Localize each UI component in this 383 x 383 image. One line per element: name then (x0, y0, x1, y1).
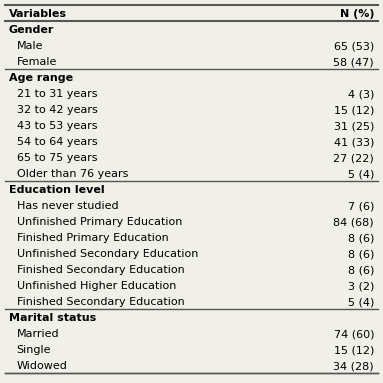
Text: Married: Married (16, 329, 59, 339)
Text: 8 (6): 8 (6) (348, 249, 374, 259)
Text: 54 to 64 years: 54 to 64 years (16, 137, 97, 147)
Text: Female: Female (16, 57, 57, 67)
Text: 34 (28): 34 (28) (333, 361, 374, 371)
Text: Unfinished Higher Education: Unfinished Higher Education (16, 282, 176, 291)
Text: 4 (3): 4 (3) (348, 89, 374, 100)
Text: Marital status: Marital status (9, 313, 96, 323)
Text: Gender: Gender (9, 25, 54, 36)
Text: 27 (22): 27 (22) (333, 154, 374, 164)
Text: 84 (68): 84 (68) (333, 218, 374, 228)
Text: Has never studied: Has never studied (16, 201, 118, 211)
Text: Age range: Age range (9, 74, 73, 83)
Text: 32 to 42 years: 32 to 42 years (16, 105, 97, 115)
Text: 21 to 31 years: 21 to 31 years (16, 89, 97, 100)
Text: 65 to 75 years: 65 to 75 years (16, 154, 97, 164)
Text: Single: Single (16, 345, 51, 355)
Text: 74 (60): 74 (60) (334, 329, 374, 339)
Text: Finished Secondary Education: Finished Secondary Education (16, 265, 184, 275)
Text: Male: Male (16, 41, 43, 51)
Text: 31 (25): 31 (25) (334, 121, 374, 131)
Text: 7 (6): 7 (6) (348, 201, 374, 211)
Text: Education level: Education level (9, 185, 105, 195)
Text: 65 (53): 65 (53) (334, 41, 374, 51)
Text: Finished Secondary Education: Finished Secondary Education (16, 297, 184, 307)
Text: 58 (47): 58 (47) (333, 57, 374, 67)
Text: 5 (4): 5 (4) (348, 169, 374, 179)
Text: Unfinished Primary Education: Unfinished Primary Education (16, 218, 182, 228)
Text: Unfinished Secondary Education: Unfinished Secondary Education (16, 249, 198, 259)
Text: Widowed: Widowed (16, 361, 67, 371)
Text: 15 (12): 15 (12) (334, 345, 374, 355)
Text: 3 (2): 3 (2) (348, 282, 374, 291)
Text: 5 (4): 5 (4) (348, 297, 374, 307)
Text: Older than 76 years: Older than 76 years (16, 169, 128, 179)
Text: N (%): N (%) (339, 10, 374, 20)
Text: 43 to 53 years: 43 to 53 years (16, 121, 97, 131)
Text: 8 (6): 8 (6) (348, 265, 374, 275)
Text: Finished Primary Education: Finished Primary Education (16, 233, 169, 243)
Text: 8 (6): 8 (6) (348, 233, 374, 243)
Text: Variables: Variables (9, 10, 67, 20)
Text: 15 (12): 15 (12) (334, 105, 374, 115)
Text: 41 (33): 41 (33) (334, 137, 374, 147)
